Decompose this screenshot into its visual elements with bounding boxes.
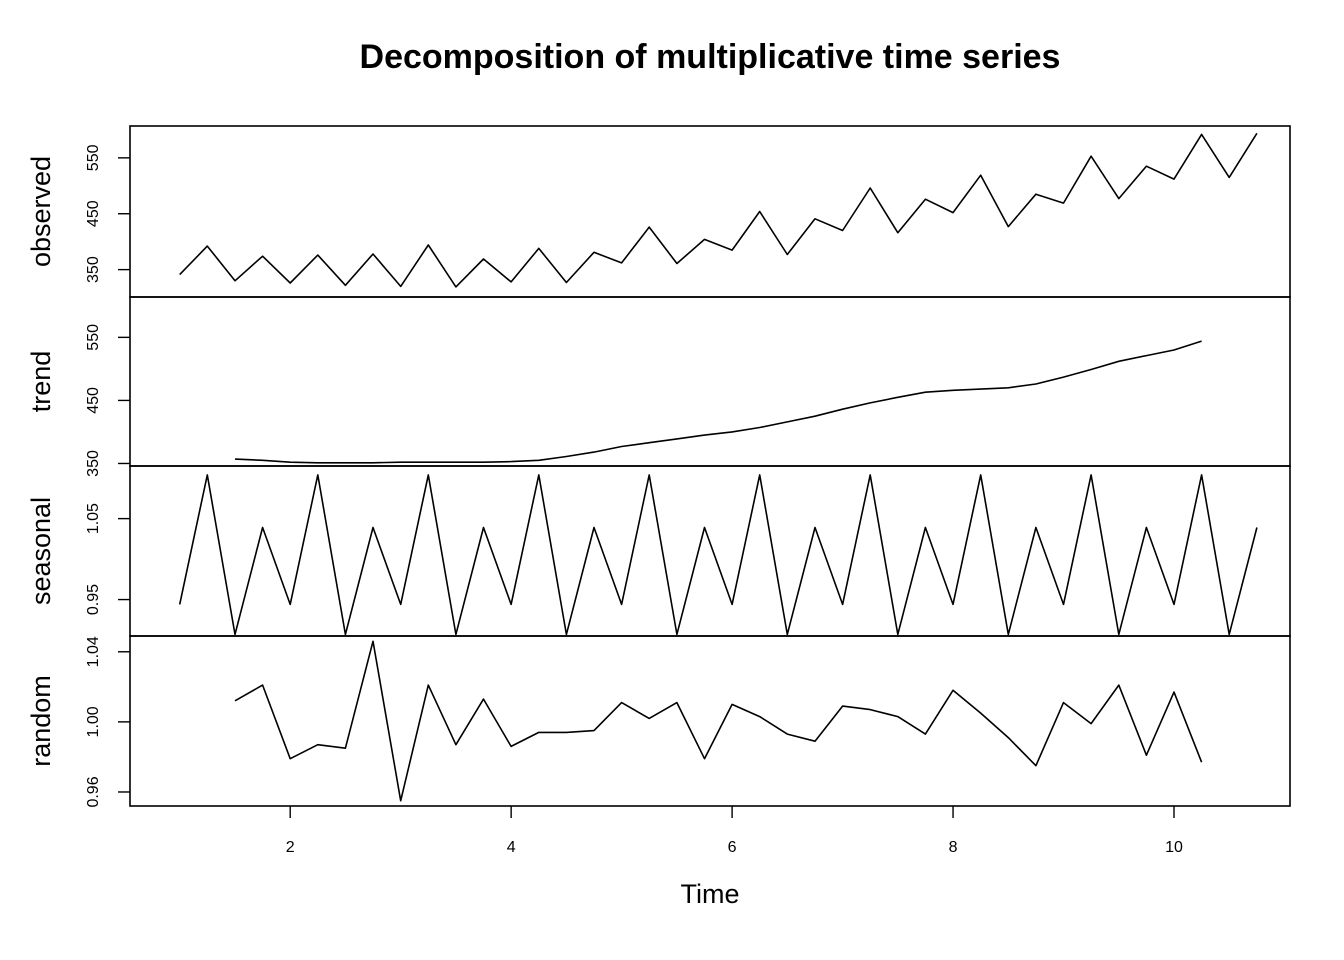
random-axis-label: random [26, 675, 56, 767]
x-tick-label: 8 [949, 839, 958, 856]
chart-title: Decomposition of multiplicative time ser… [360, 38, 1061, 76]
random-y-tick-label: 0.96 [85, 776, 102, 807]
x-axis-label: Time [681, 879, 740, 909]
observed-y-tick-label: 350 [85, 256, 102, 283]
observed-axis-label: observed [26, 156, 56, 267]
random-y-tick-label: 1.04 [85, 636, 102, 667]
random-series-line [234, 640, 1203, 802]
seasonal-series-line [178, 474, 1258, 636]
seasonal-axis-label: seasonal [26, 497, 56, 605]
trend-y-tick-label: 350 [85, 450, 102, 477]
observed-y-tick-label: 450 [85, 200, 102, 227]
panel-frame [129, 465, 1291, 637]
x-tick-label: 2 [286, 839, 295, 856]
seasonal-y-tick-label: 1.05 [85, 503, 102, 534]
x-tick-label: 4 [507, 839, 516, 856]
panel-random: random 0.96 1.00 1.04 [26, 635, 1291, 808]
panel-seasonal: seasonal 0.95 1.05 [26, 465, 1291, 637]
trend-series-line [234, 340, 1202, 464]
x-tick-label: 6 [728, 839, 737, 856]
panel-trend: trend 350 450 550 [26, 296, 1291, 477]
panel-observed: observed 350 450 550 [26, 125, 1291, 298]
trend-y-tick-label: 450 [85, 387, 102, 414]
x-tick-label: 10 [1165, 839, 1183, 856]
panel-frame [129, 635, 1291, 807]
observed-y-tick-label: 550 [85, 144, 102, 171]
random-y-tick-label: 1.00 [85, 706, 102, 737]
panel-frame [129, 125, 1291, 298]
x-axis: 2 4 6 8 10 [286, 806, 1183, 856]
panels: observed 350 450 550 trend 350 450 550 seasonal 0… [26, 125, 1291, 808]
seasonal-y-tick-label: 0.95 [85, 584, 102, 615]
trend-y-tick-label: 550 [85, 324, 102, 351]
trend-axis-label: trend [26, 351, 56, 413]
observed-series-line [179, 132, 1258, 288]
panel-frame [129, 296, 1291, 467]
